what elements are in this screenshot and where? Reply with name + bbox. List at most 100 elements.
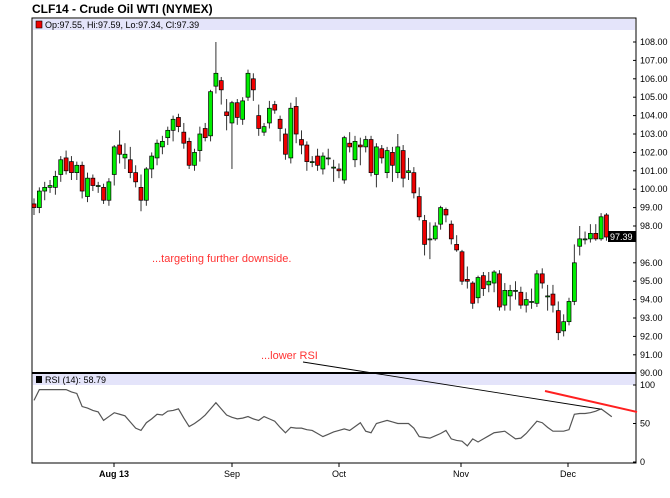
candle-body [438,207,443,225]
price-annotation: ...targeting further downside. [152,253,291,265]
candle-body [411,172,417,194]
candle-body [106,181,112,201]
candle [106,178,112,206]
rsi-axis: 100 50 0 [633,380,655,467]
candle-body [208,91,213,137]
y-tick-label: 90.00 [640,368,663,378]
candle-body [197,133,203,151]
chart-title: CLF14 - Crude Oil WTI (NYMEX) [32,2,213,16]
candle-body [138,187,144,201]
candle-body [176,117,181,127]
candle-body [160,141,165,148]
candle [384,146,390,179]
candle-body [598,216,604,240]
candle [390,146,395,182]
rsi-info-text: RSI (14): 58.79 [45,375,106,385]
candlestick-series [31,42,615,341]
candle-body [63,157,69,172]
candle [534,270,540,307]
candle-body [555,310,561,334]
candle-body [202,128,208,139]
candle [74,161,80,180]
candle-body [593,233,599,240]
candle [347,132,352,153]
y-tick-label: 106.00 [640,74,668,84]
candle [320,152,326,175]
candle-body [218,80,224,91]
candle-body [518,291,524,306]
candle-body [186,141,192,166]
candle [256,104,262,136]
y-tick-label: 98.00 [640,221,663,231]
candle [561,314,567,337]
candle-body [331,166,336,169]
candle [368,135,374,177]
candle [379,145,385,164]
x-tick-label: Sep [224,469,240,479]
candle [555,301,561,341]
candle-body [261,126,267,133]
candle [352,135,358,168]
candle [63,150,69,175]
candle-body [58,159,64,175]
y-tick-label: 94.00 [640,295,663,305]
candle [582,231,588,245]
candle [36,187,42,214]
candle-body [427,238,433,241]
candle-body [42,187,48,192]
candle-body [272,104,278,111]
candle [127,146,133,179]
candle-body [400,150,406,179]
y-tick-label: 101.00 [640,166,668,176]
candle [277,115,283,142]
candle-body [144,168,149,201]
candle-body [443,209,449,216]
candle-body [181,131,187,144]
candle [427,222,433,260]
candle [486,272,492,293]
candle [186,137,192,169]
y-tick-label: 91.00 [640,350,663,360]
candle-body [288,107,294,159]
candle [42,181,48,201]
price-legend-swatch [35,20,43,29]
candle-body [497,273,502,308]
candle [192,148,197,171]
candle [481,272,486,296]
candle-body [154,142,160,159]
rsi-info-bar [33,374,635,385]
candle-body [245,72,251,98]
candle-body [213,72,219,87]
candle-body [299,139,304,146]
candle-body [149,155,155,170]
candle-body [395,146,401,173]
candle-body [192,152,197,166]
candle [251,73,256,101]
candle [454,235,459,252]
candle [224,99,229,131]
candle [170,115,176,142]
candle [422,214,427,256]
candle [149,152,155,179]
y-tick-label: 93.00 [640,313,663,323]
candle-body [309,161,315,163]
candle [491,270,497,293]
candle [309,156,315,168]
candle [550,284,556,313]
candle [283,128,288,160]
candle-body [486,280,492,286]
candle-body [379,148,385,159]
candle [475,275,481,304]
candle [181,122,187,149]
rsi-tick-label: 50 [640,419,650,429]
y-tick-label: 99.00 [640,203,663,213]
candle-body [352,141,358,161]
candle [90,174,96,192]
candle-body [513,290,518,292]
candle [69,156,74,180]
candle-body [90,177,96,186]
candle-body [229,102,235,124]
candle [47,180,53,193]
candle [363,135,369,153]
